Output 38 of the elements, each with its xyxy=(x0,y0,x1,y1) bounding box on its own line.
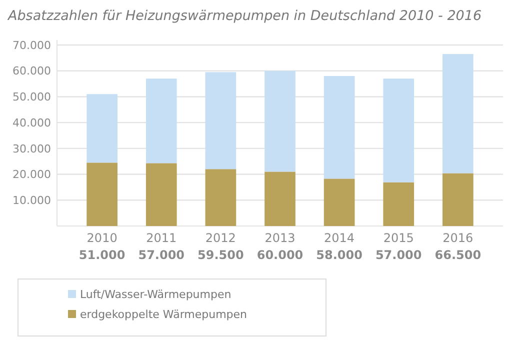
y-tick-label: 10.000 xyxy=(12,194,51,207)
legend-label: erdgekoppelte Wärmepumpen xyxy=(80,308,248,321)
legend-label: Luft/Wasser-Wärmepumpen xyxy=(80,288,232,301)
total-label: 60.000 xyxy=(256,248,304,262)
total-label: 66.500 xyxy=(434,248,482,262)
y-tick-label: 20.000 xyxy=(12,168,51,182)
total-label: 57.000 xyxy=(138,248,185,262)
bar xyxy=(146,78,177,164)
bar xyxy=(442,173,474,226)
x-tick-label: 2013 xyxy=(264,231,296,245)
bar xyxy=(205,169,236,226)
x-tick-label: 2014 xyxy=(324,231,355,245)
y-tick-label: 60.000 xyxy=(12,64,51,78)
x-tick-label: 2011 xyxy=(146,231,177,245)
bar xyxy=(442,54,474,174)
chart-title: Absatzzahlen für Heizungswärmepumpen in Deutschland 2010 - 2016 xyxy=(7,8,482,24)
x-tick-label: 2016 xyxy=(442,231,474,245)
bar xyxy=(86,94,118,163)
bar xyxy=(264,172,296,226)
y-tick-label: 70.000 xyxy=(12,38,51,52)
total-label: 51.000 xyxy=(78,248,126,262)
total-label: 59.500 xyxy=(198,248,244,262)
total-label: 57.000 xyxy=(375,248,422,262)
bar xyxy=(324,178,355,226)
bar xyxy=(205,72,236,170)
y-tick-label: 40.000 xyxy=(12,116,51,130)
bar xyxy=(324,76,355,179)
total-label: 58.000 xyxy=(316,248,362,262)
x-tick-label: 2012 xyxy=(205,231,236,245)
y-tick-label: 30.000 xyxy=(12,142,51,156)
x-tick-label: 2015 xyxy=(383,231,414,245)
y-tick-label: 50.000 xyxy=(12,90,51,104)
bar xyxy=(146,163,177,226)
bar xyxy=(383,182,414,226)
bar xyxy=(383,78,414,182)
x-tick-label: 2010 xyxy=(86,231,118,245)
bar xyxy=(264,70,296,172)
bar xyxy=(86,162,118,226)
